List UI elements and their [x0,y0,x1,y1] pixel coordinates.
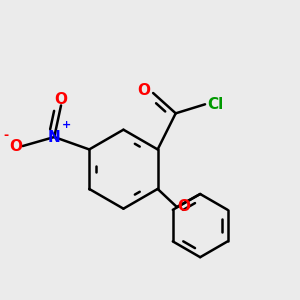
Text: Cl: Cl [207,97,223,112]
Text: N: N [48,130,61,145]
Text: O: O [9,139,22,154]
Text: O: O [177,200,190,214]
Text: O: O [55,92,68,107]
Text: -: - [3,129,8,142]
Text: O: O [138,83,151,98]
Text: +: + [62,120,71,130]
